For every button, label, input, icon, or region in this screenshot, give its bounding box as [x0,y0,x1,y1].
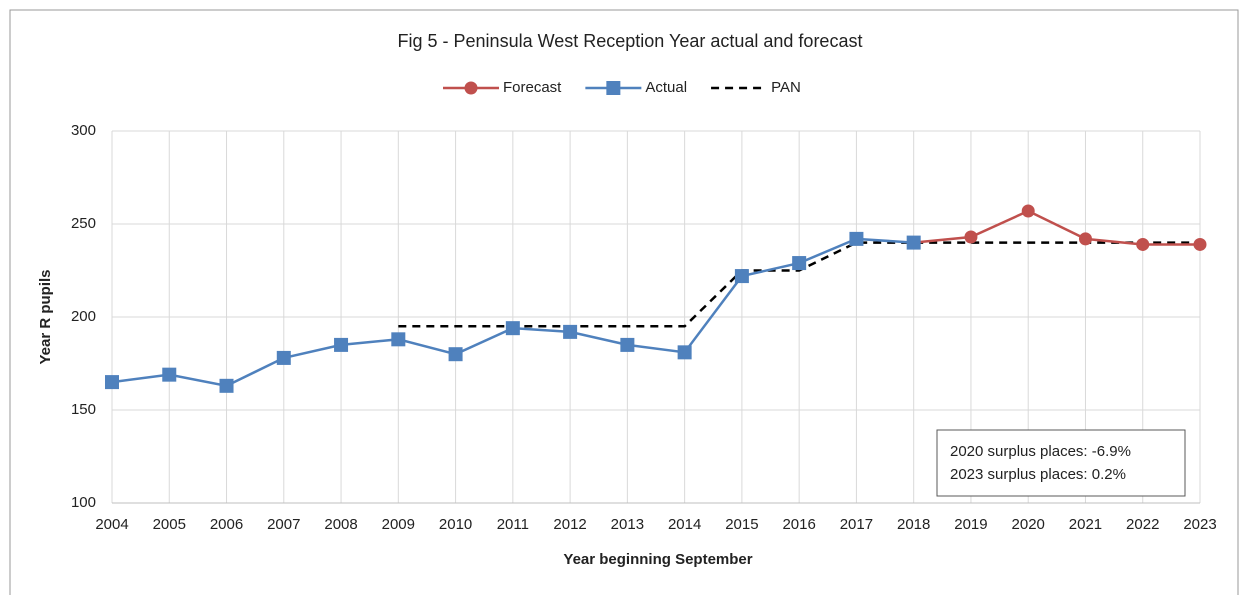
x-tick-label: 2011 [497,516,529,533]
x-tick-label: 2006 [210,516,243,533]
data-point [906,235,921,250]
y-axis-label: Year R pupils [37,269,54,364]
x-tick-label: 2016 [782,516,815,533]
data-point [505,321,520,336]
chart-frame [9,9,1239,600]
annotation: 2023 surplus places: 0.2% [950,466,1126,483]
chart-title: Fig 5 - Peninsula West Reception Year ac… [398,31,863,51]
x-tick-label: 2005 [153,516,186,533]
legend-marker [606,81,621,95]
x-tick-label: 2018 [897,516,930,533]
data-point [1078,232,1092,246]
series-line [398,241,1200,328]
data-point [219,378,234,393]
data-point [1136,237,1150,251]
data-point [105,375,119,390]
data-point [849,231,864,246]
x-tick-label: 2012 [553,516,586,533]
data-point [964,230,978,244]
x-tick-label: 2021 [1069,516,1102,533]
data-point [276,350,291,365]
x-tick-label: 2019 [954,516,987,533]
x-tick-label: 2010 [439,516,472,533]
y-tick-label: 250 [71,215,96,232]
data-point [391,332,406,347]
annotation: 2020 surplus places: -6.9% [950,443,1131,460]
x-tick-label: 2008 [324,516,357,533]
data-point [1193,237,1207,251]
x-tick-label: 2023 [1183,516,1216,533]
series-line [913,209,1200,246]
x-tick-label: 2013 [611,516,644,533]
data-point [334,337,349,352]
legend-marker [464,81,478,95]
y-tick-label: 300 [71,122,96,139]
data-point [162,367,177,382]
legend-label: PAN [771,79,801,96]
x-tick-label: 2004 [95,516,128,533]
data-point [448,347,463,362]
data-point [620,337,635,352]
x-tick-label: 2014 [668,516,701,533]
x-tick-label: 2022 [1126,516,1159,533]
legend-label: Actual [645,79,687,96]
data-point [563,324,578,339]
annotation-box [936,429,1186,497]
data-point [1021,204,1035,218]
y-tick-label: 200 [71,308,96,325]
legend-label: Forecast [503,79,562,96]
y-tick-label: 150 [71,401,96,418]
x-tick-label: 2007 [267,516,300,533]
x-axis-label: Year beginning September [563,551,752,568]
x-tick-label: 2015 [725,516,758,533]
data-point [677,345,692,360]
y-tick-label: 100 [71,494,96,511]
x-tick-label: 2020 [1012,516,1045,533]
data-point [792,256,807,271]
x-tick-label: 2009 [382,516,415,533]
x-tick-label: 2017 [840,516,873,533]
data-point [734,269,749,284]
